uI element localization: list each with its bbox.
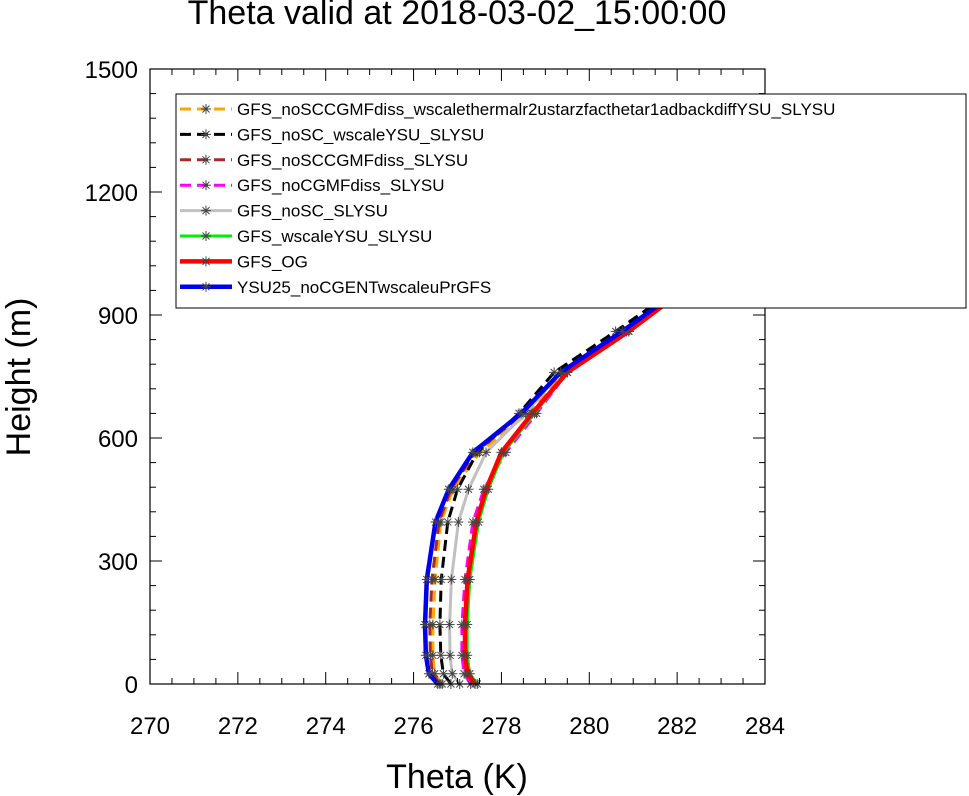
- series-7-marker-3: [419, 619, 430, 630]
- series-7-marker-4: [421, 574, 432, 585]
- legend-marker-0: [201, 104, 211, 114]
- y-axis-label: Height (m): [0, 298, 38, 457]
- series-1-marker-2: [435, 650, 446, 661]
- legend-marker-6: [201, 256, 211, 267]
- legend-marker-7: [201, 281, 211, 292]
- series-7-marker-8: [516, 408, 527, 419]
- series-4-marker-7: [481, 447, 492, 458]
- legend-marker-3: [201, 180, 211, 191]
- series-1-marker-4: [436, 574, 447, 585]
- legend-label-1: GFS_noSC_wscaleYSU_SLYSU: [237, 125, 484, 144]
- axes-layer: 270 272 274 276 278 280 282 284 0 300 600 900 1200 15…: [85, 57, 785, 740]
- series-7-marker-10: [617, 326, 628, 337]
- y-tick-label-3: 900: [98, 303, 138, 330]
- series-1-marker-3: [434, 619, 445, 630]
- y-tick-label-5: 1500: [85, 57, 138, 84]
- legend-label-2: GFS_noSCCGMFdiss_SLYSU: [237, 151, 468, 170]
- x-tick-label-1: 272: [218, 713, 258, 740]
- series-6-marker-6: [481, 484, 492, 495]
- y-tick-label-1: 300: [98, 549, 138, 576]
- legend-label-4: GFS_noSC_SLYSU: [237, 202, 388, 221]
- x-tick-label-0: 270: [130, 713, 170, 740]
- y-tick-label-4: 1200: [85, 180, 138, 207]
- y-tick-label-2: 600: [98, 426, 138, 453]
- legend-marker-5: [201, 231, 211, 241]
- x-tick-label-2: 274: [306, 713, 346, 740]
- series-1-marker-5: [442, 517, 453, 528]
- chart-title: Theta valid at 2018-03-02_15:00:00: [188, 0, 727, 32]
- legend-label-3: GFS_noCGMFdiss_SLYSU: [237, 176, 445, 195]
- series-4-marker-6: [463, 484, 474, 495]
- x-tick-label-7: 284: [745, 713, 785, 740]
- legend-box: [175, 93, 967, 309]
- x-tick-label-5: 280: [569, 713, 609, 740]
- series-7-marker-6: [443, 484, 454, 495]
- legend-label-0: GFS_noSCCGMFdiss_wscalethermalr2ustarzfa…: [237, 100, 835, 119]
- x-axis-label: Theta (K): [386, 758, 528, 796]
- series-6-marker-1: [462, 668, 473, 679]
- y-tick-label-0: 0: [125, 672, 138, 699]
- series-4-marker-2: [445, 650, 456, 661]
- legend-marker-2: [201, 154, 211, 165]
- series-6-marker-8: [527, 408, 538, 419]
- legend-label-7: YSU25_noCGENTwscaleuPrGFS: [237, 278, 491, 297]
- legend-marker-4: [201, 205, 211, 216]
- legend-marker-1: [201, 129, 211, 140]
- series-4-marker-3: [444, 619, 455, 630]
- series-6-marker-3: [459, 619, 470, 630]
- legend-label-6: GFS_OG: [237, 252, 308, 271]
- series-6-marker-5: [471, 517, 482, 528]
- series-6-marker-7: [496, 447, 507, 458]
- series-7-marker-1: [423, 668, 434, 679]
- x-tick-label-3: 276: [394, 713, 434, 740]
- series-6-marker-4: [462, 574, 473, 585]
- series-4-marker-5: [453, 517, 464, 528]
- series-7-marker-5: [430, 517, 441, 528]
- series-1-marker-1: [438, 668, 449, 679]
- legend-label-5: GFS_wscaleYSU_SLYSU: [237, 227, 432, 246]
- series-7-marker-9: [555, 367, 566, 378]
- series-6-marker-2: [459, 650, 470, 661]
- series-4-marker-1: [447, 668, 458, 679]
- series-7-marker-2: [420, 650, 431, 661]
- series-4-marker-4: [446, 574, 457, 585]
- legend: GFS_noSCCGMFdiss_wscalethermalr2ustarzfa…: [175, 93, 967, 309]
- series-7-marker-7: [467, 447, 478, 458]
- x-tick-label-4: 278: [481, 713, 521, 740]
- x-tick-label-6: 282: [657, 713, 697, 740]
